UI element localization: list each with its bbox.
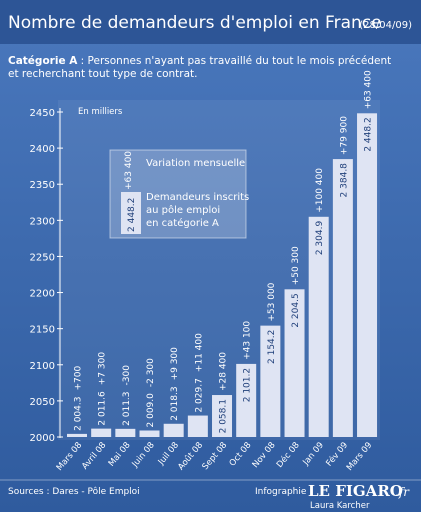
value-label: 2 384.8	[339, 163, 349, 198]
value-label: 2 448.2	[364, 117, 374, 151]
value-label: 2 009.0	[146, 393, 156, 428]
bar	[332, 159, 353, 438]
author: Laura Karcher	[310, 501, 370, 511]
bar	[212, 395, 233, 437]
legend-box	[109, 149, 247, 239]
value-label: 2 029.7	[194, 378, 204, 412]
y-tick-label: 2050	[30, 397, 55, 408]
y-tick-label: 2300	[30, 216, 55, 227]
legend-title: Variation mensuelle	[146, 158, 245, 169]
value-label: 2 304.9	[315, 221, 325, 256]
y-tick-label: 2350	[30, 180, 55, 191]
y-tick-label: 2000	[30, 433, 55, 444]
subtitle-line: et recherchant tout type de contrat.	[8, 68, 198, 80]
legend-swatch	[121, 192, 141, 234]
variation-label: +11 400	[194, 333, 204, 372]
legend-variation: +63 400	[124, 151, 134, 190]
bar	[91, 428, 112, 437]
y-tick-label: 2450	[30, 108, 55, 119]
bar	[187, 415, 208, 437]
variation-label: +50 300	[291, 246, 301, 285]
variation-label: +28 400	[219, 352, 229, 391]
y-unit: En milliers	[78, 107, 123, 117]
y-tick-label: 2250	[30, 252, 55, 263]
source: Sources : Dares - Pôle Emploi	[8, 486, 140, 497]
y-tick-label: 2150	[30, 325, 55, 336]
title-bar	[0, 0, 421, 44]
bar	[115, 428, 136, 437]
brand-suffix: .fr	[395, 485, 410, 499]
bar	[163, 423, 184, 437]
bar	[357, 113, 378, 438]
subtitle-label: Catégorie A	[8, 55, 78, 67]
variation-label: -300	[122, 365, 132, 386]
variation-label: +63 400	[364, 70, 374, 109]
variation-label: +100 400	[315, 168, 325, 213]
variation-label: +79 900	[339, 116, 349, 155]
value-label: 2 101.2	[243, 368, 253, 402]
chart-date: (28/04/09)	[359, 20, 412, 31]
variation-label: -2 300	[146, 358, 156, 387]
bar	[139, 430, 160, 437]
subtitle: Catégorie A : Personnes n'ayant pas trav…	[8, 55, 391, 67]
value-label: 2 011.3	[122, 391, 132, 425]
variation-label: +43 100	[243, 321, 253, 360]
bar	[308, 216, 329, 437]
chart-title: Nombre de demandeurs d'emploi en France	[8, 13, 382, 33]
variation-label: +700	[74, 366, 84, 391]
value-label: 2 204.5	[291, 293, 301, 327]
bar	[236, 363, 257, 437]
value-label: 2 154.2	[267, 330, 277, 364]
value-label: 2 011.6	[98, 391, 108, 426]
legend-description: en catégorie A	[146, 217, 219, 229]
y-tick-label: 2200	[30, 289, 55, 300]
credit-label: Infographie	[255, 487, 307, 497]
legend-description: au pôle emploi	[146, 204, 220, 216]
y-tick-label: 2400	[30, 144, 55, 155]
legend-value: 2 448.2	[127, 198, 137, 232]
legend-description: Demandeurs inscrits	[146, 192, 249, 203]
brand: LE FIGARO	[308, 482, 403, 500]
bar	[260, 325, 281, 437]
variation-label: +7 300	[98, 352, 108, 386]
bar	[67, 433, 87, 437]
bar	[284, 289, 305, 437]
y-tick-label: 2100	[30, 361, 55, 372]
variation-label: +9 300	[170, 347, 180, 381]
value-label: 2 018.3	[170, 386, 180, 420]
variation-label: +53 000	[267, 282, 277, 321]
value-label: 2 058.1	[219, 399, 229, 433]
subtitle-line: : Personnes n'ayant pas travaillé du tou…	[77, 55, 391, 67]
value-label: 2 004.3	[74, 397, 84, 431]
